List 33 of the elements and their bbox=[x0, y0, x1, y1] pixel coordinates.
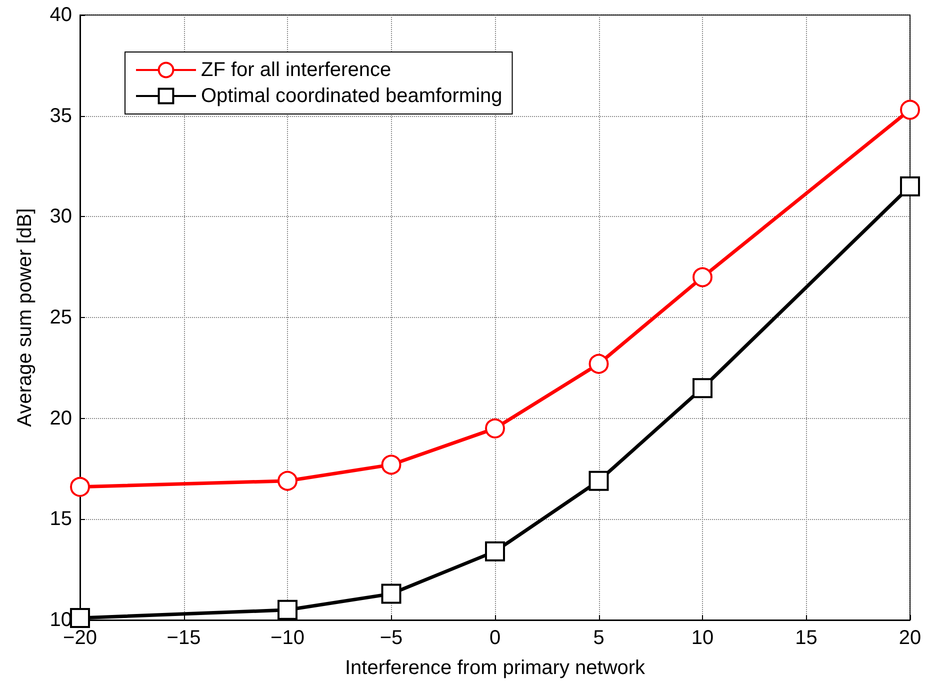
x-tick-label: 0 bbox=[489, 627, 501, 649]
x-tick-label: 20 bbox=[898, 627, 922, 649]
x-tick-label: 15 bbox=[795, 627, 818, 649]
point bbox=[278, 470, 298, 491]
point bbox=[692, 378, 712, 398]
y-tick-label: 25 bbox=[50, 306, 72, 328]
point bbox=[485, 541, 505, 562]
x-tick-label: −10 bbox=[270, 627, 304, 649]
y-tick-label: 15 bbox=[50, 508, 72, 530]
point bbox=[381, 454, 402, 475]
y-tick-label: 40 bbox=[50, 4, 72, 26]
point bbox=[588, 354, 609, 374]
x-tick-label: −15 bbox=[166, 627, 201, 649]
x-axis-title: Interference from primary network bbox=[344, 657, 646, 679]
point bbox=[381, 584, 402, 604]
y-tick-label: 20 bbox=[50, 407, 72, 430]
y-tick-label: 35 bbox=[50, 104, 72, 127]
point bbox=[485, 418, 505, 438]
point bbox=[900, 176, 920, 196]
legend-label: ZF for all interference bbox=[201, 59, 392, 81]
point bbox=[70, 476, 90, 497]
x-tick-label: −20 bbox=[63, 627, 97, 649]
x-tick-label: 5 bbox=[593, 627, 604, 649]
x-tick-label: −5 bbox=[380, 627, 403, 649]
x-tick-label: 10 bbox=[691, 627, 714, 649]
point bbox=[70, 608, 90, 628]
y-tick-label: 30 bbox=[50, 206, 72, 228]
legend-label: Optimal coordinated beamforming bbox=[201, 85, 502, 107]
point bbox=[900, 100, 920, 120]
point bbox=[278, 600, 298, 620]
point bbox=[588, 470, 609, 491]
y-axis-title: Average sum power [dB] bbox=[14, 208, 36, 427]
point bbox=[692, 267, 712, 288]
